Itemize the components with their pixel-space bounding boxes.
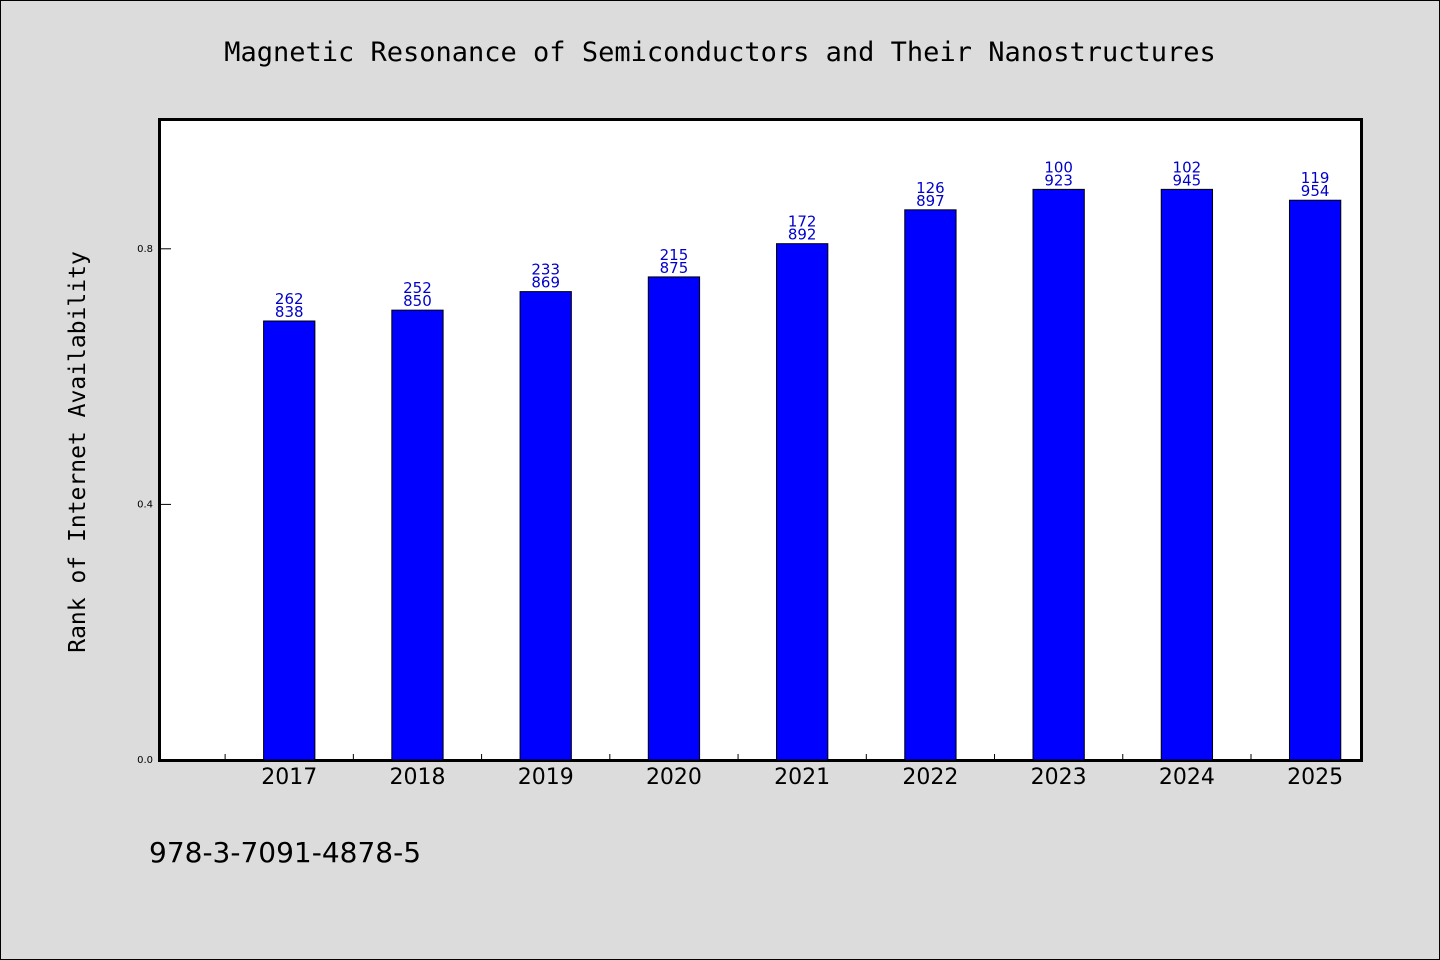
chart-title: Magnetic Resonance of Semiconductors and… — [224, 37, 1216, 68]
bar-data-label: 945 — [1173, 171, 1202, 189]
y-axis-ticks: 0.0 0.4 0.8 — [137, 244, 171, 766]
bar-data-label: 892 — [788, 226, 817, 244]
bar-2018 — [391, 309, 444, 761]
x-axis-ticks: 2017 2018 2019 2020 2021 2022 2023 2024 2025 — [224, 754, 1343, 790]
bar-data-label: 897 — [916, 192, 945, 210]
bar-data-label: 102 — [1173, 158, 1202, 176]
isbn-footer: 978-3-7091-4878-5 — [149, 836, 421, 869]
bar-2024 — [1160, 188, 1214, 761]
bar-data-label: 869 — [531, 274, 560, 292]
bar-data-label: 838 — [275, 303, 304, 321]
bar-data-label: 100 — [1044, 158, 1073, 176]
bar-2023 — [1032, 188, 1085, 761]
x-tick-label: 2021 — [774, 765, 830, 790]
bar-2025 — [1288, 199, 1342, 761]
x-tick-label: 2019 — [518, 765, 574, 790]
bar-2019 — [519, 291, 572, 761]
bar-data-label: 119 — [1301, 169, 1330, 187]
x-tick-label: 2020 — [646, 765, 702, 790]
bar-data-label: 126 — [916, 179, 945, 197]
bar-data-label: 252 — [403, 279, 432, 297]
bar-data-label: 954 — [1301, 182, 1330, 200]
x-tick-label: 2023 — [1031, 765, 1087, 790]
x-tick-label: 2024 — [1159, 765, 1215, 790]
bar-data-label: 923 — [1044, 171, 1073, 189]
bar-data-label: 262 — [275, 290, 304, 308]
x-tick-label: 2018 — [389, 765, 445, 790]
x-tick-label: 2022 — [902, 765, 958, 790]
bar-data-label: 850 — [403, 292, 432, 310]
bar-data-label: 233 — [531, 261, 560, 279]
bar-series — [263, 188, 1342, 761]
bar-data-label: 875 — [660, 259, 689, 277]
bar-2022 — [904, 209, 957, 761]
y-tick-label: 0.0 — [137, 755, 153, 766]
bar-data-label: 215 — [660, 246, 689, 264]
y-tick-label: 0.8 — [137, 244, 153, 255]
data-labels: 2628382528502338692158751728921268971009… — [275, 158, 1330, 321]
y-axis-label: Rank of Internet Availability — [65, 251, 91, 653]
x-tick-label: 2025 — [1287, 765, 1343, 790]
bar-2017 — [263, 320, 316, 761]
y-tick-label: 0.4 — [137, 499, 153, 510]
x-tick-label: 2017 — [261, 765, 317, 790]
bar-2021 — [776, 243, 829, 761]
bar-data-label: 172 — [788, 213, 817, 231]
bar-2020 — [647, 276, 701, 761]
